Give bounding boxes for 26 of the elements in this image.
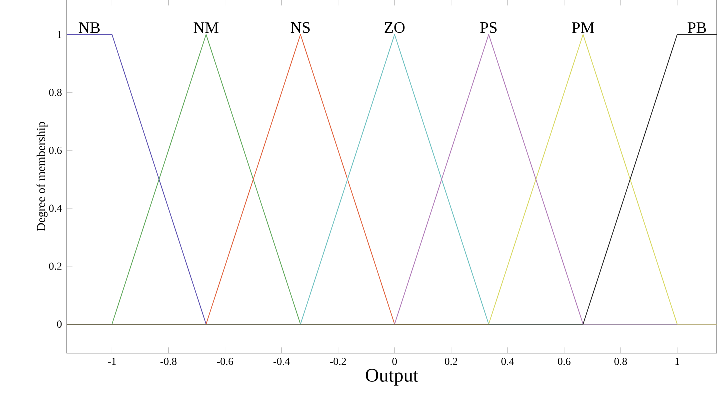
x-tick-label: 0.8 [614,358,628,366]
x-tick-label: 0.2 [445,358,458,366]
x-tick-label: 0.4 [502,358,514,366]
x-tick-label: -0.6 [217,358,234,366]
x-tick-label: -0.8 [160,358,177,366]
series-label: PB [688,22,706,34]
y-tick-label: 0.4 [49,204,62,212]
series-label: NS [290,22,310,34]
series-label: ZO [384,22,405,34]
y-tick-label: 0.2 [49,262,62,270]
series-label: PM [572,22,594,34]
x-tick-label: 0.6 [558,358,571,366]
series-label: PS [480,22,497,34]
y-tick-label: 0.6 [49,146,62,154]
y-tick-label: 1 [58,31,62,38]
series-label: NM [194,22,219,34]
x-tick-label: 1 [676,358,680,366]
x-tick-label: -0.2 [330,358,346,366]
x-tick-label: 0 [392,358,398,366]
y-tick-label: 0.8 [49,89,62,96]
y-axis-title: Degree of membership [36,122,48,232]
x-tick-label: -0.4 [274,358,290,366]
y-tick-label: 0 [57,320,62,328]
series-label: NB [78,22,100,34]
x-tick-label: -1 [108,358,116,366]
x-axis-title: Output [366,369,419,386]
